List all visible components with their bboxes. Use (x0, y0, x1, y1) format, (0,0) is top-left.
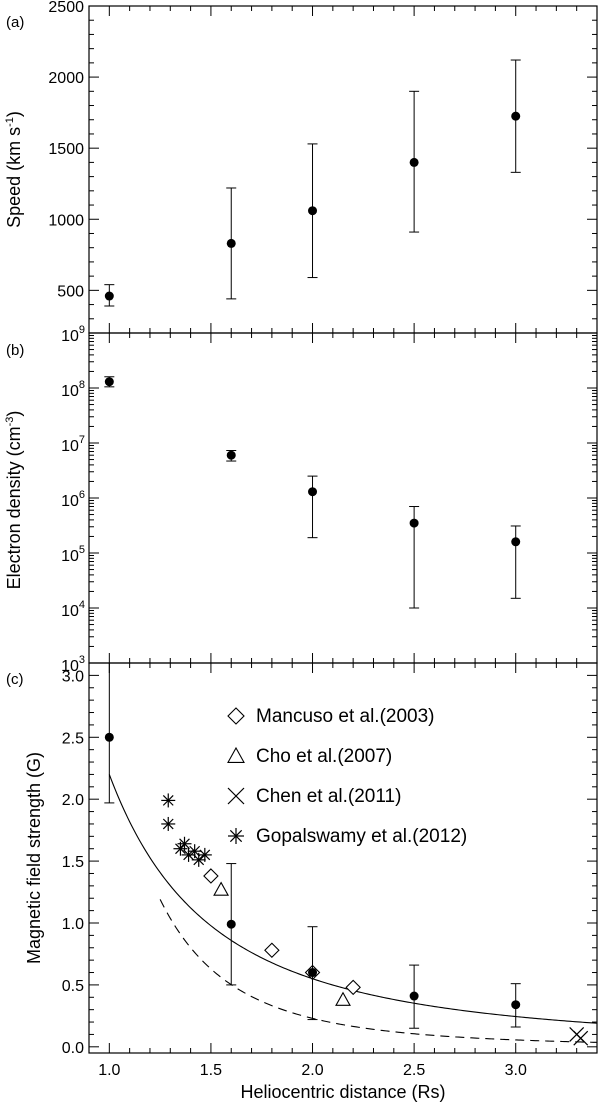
panel-a-y-tick-label: 2500 (48, 0, 84, 16)
panel-c-asterisk-marker-stroke (193, 854, 205, 866)
panel-c-x-tick-label: 2.5 (403, 1062, 425, 1079)
panel-c-triangle-marker (213, 881, 230, 896)
panel-c-diamond-marker (203, 868, 219, 884)
panel-c-x-tick-label: 3.0 (505, 1062, 527, 1079)
panel-c-y-tick-label: 2.5 (62, 730, 84, 747)
panel-c-asterisk-marker (191, 852, 206, 867)
panel-c-cross-marker (573, 1030, 589, 1046)
panel-c-data-point (511, 1000, 521, 1010)
legend-asterisk-marker (228, 828, 244, 844)
panel-b-data-point (511, 537, 521, 547)
panel-a-y-tick-label: 500 (57, 283, 84, 300)
panel-c-cross-marker-stroke (573, 1030, 589, 1046)
panel-c-magnetic-field: 0.0 0.5 1.0 1.5 2.0 2.5 3.0 1.0 1.5 2.0 2.5 3.0 Manc… (6, 662, 598, 1102)
panel-c-x-tick-label: 1.5 (200, 1062, 222, 1079)
panel-b-data-point (409, 518, 419, 528)
panel-c-dashed-fit-curve (159, 899, 597, 1043)
panel-c-asterisk-marker (161, 793, 176, 808)
panel-a-y-tick-label: 1500 (48, 141, 84, 158)
panel-c-asterisk-marker (177, 836, 192, 851)
panel-a-data-point (226, 238, 236, 248)
panel-c-asterisk-marker (197, 847, 212, 862)
panel-c-diamond-marker (345, 979, 361, 996)
panel-b-y-tick-label: 103 (61, 654, 85, 675)
panel-c-asterisk-marker-stroke (179, 838, 190, 850)
panel-b-y-tick-label: 109 (61, 324, 85, 345)
legend-entry-label: Chen et al.(2011) (256, 786, 401, 807)
panel-c-diamond-marker (264, 942, 280, 959)
panel-c-y-tick-label: 0.5 (62, 978, 84, 995)
panel-c-frame (88, 662, 598, 1054)
panel-c-legend: Mancuso et al.(2003) Cho et al.(2007) Chen… (227, 706, 467, 847)
panel-c-asterisk-marker-stroke (162, 795, 174, 806)
panel-b-y-tick-label: 107 (61, 434, 85, 455)
panel-a-data-point (104, 291, 114, 301)
panel-c-triangle-marker (335, 991, 351, 1006)
panel-b-y-tick-label: 106 (61, 489, 85, 510)
panel-a-y-axis-label: Speed (km s-1) (4, 111, 24, 228)
panel-b-data-point (226, 450, 236, 460)
panel-a-data-point (409, 157, 419, 167)
legend-diamond-marker (227, 707, 245, 725)
panel-c-y-tick-label: 1.0 (62, 916, 84, 933)
panel-c-asterisk-marker (161, 816, 176, 831)
panel-a-label: (a) (6, 14, 24, 31)
panel-a-y-tick-label: 2000 (48, 70, 84, 87)
panel-c-data-point (308, 968, 318, 978)
panel-b-y-tick-label: 105 (61, 544, 85, 565)
legend-entry-label: Gopalswamy et al.(2012) (256, 826, 467, 847)
panel-b-data-point (104, 377, 114, 387)
legend-triangle-marker (227, 746, 245, 763)
panel-c-data-point (104, 732, 114, 742)
legend-asterisk-marker-stroke (229, 829, 243, 843)
panel-b-label: (b) (6, 342, 24, 359)
panel-c-data-point (409, 991, 419, 1001)
panel-b-data-point (308, 487, 318, 497)
panel-c-asterisk-marker-stroke (162, 818, 174, 830)
panel-c-y-tick-label: 2.0 (62, 792, 84, 809)
legend-cross-marker-stroke (227, 787, 245, 805)
panel-a-y-tick-label: 1000 (48, 212, 84, 229)
panel-a-data-point (511, 111, 521, 121)
panel-c-y-tick-label: 0.0 (62, 1040, 84, 1057)
panel-b-electron-density: 103 104 105 106 107 108 109 (b) Electron density… (4, 324, 598, 675)
panel-b-frame (88, 332, 598, 664)
panel-c-asterisk-marker-stroke (175, 843, 186, 855)
legend-cross-marker (227, 787, 245, 805)
legend-entry-label: Mancuso et al.(2003) (256, 706, 435, 727)
panel-c-y-tick-label: 1.5 (62, 854, 84, 871)
panel-c-x-axis-label: Heliocentric distance (Rs) (240, 1082, 445, 1102)
panel-b-y-tick-label: 108 (61, 379, 85, 400)
panel-c-x-tick-label: 2.0 (301, 1062, 323, 1079)
panel-c-y-tick-label: 3.0 (62, 668, 84, 685)
panel-c-x-tick-label: 1.0 (98, 1062, 120, 1079)
panel-a-data-point (308, 206, 318, 216)
panel-b-y-tick-label: 104 (61, 599, 85, 620)
panel-c-data-point (226, 919, 236, 929)
panel-b-y-axis-label: Electron density (cm-3) (4, 411, 24, 590)
panel-c-asterisk-marker-stroke (189, 845, 201, 857)
panel-c-label: (c) (6, 671, 24, 688)
panel-c-asterisk-marker-stroke (199, 849, 211, 861)
panel-a-frame (88, 5, 598, 334)
legend-entry-label: Cho et al.(2007) (256, 746, 392, 767)
panel-c-y-axis-label: Magnetic field strength (G) (24, 752, 44, 964)
panel-a-speed: 500 1000 1500 2000 2500 (a) Speed (km s-1) (4, 0, 598, 334)
